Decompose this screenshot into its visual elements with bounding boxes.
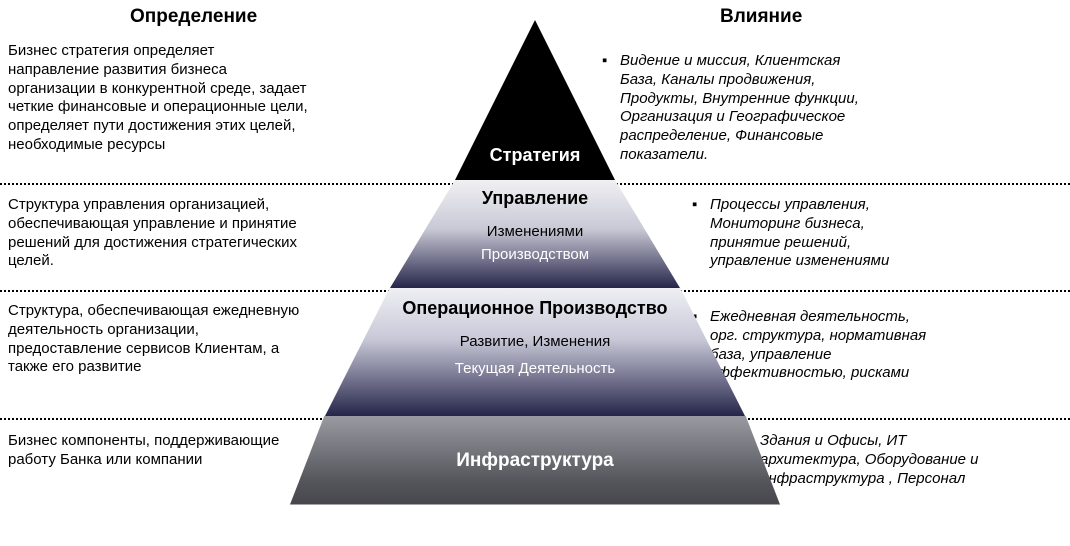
influence-tier4: ▪ Здания и Офисы, ИТ архитектура, Оборуд… — [760, 432, 980, 488]
pyramid: Стратегия Управление Изменениями Произво… — [290, 20, 780, 540]
pyramid-tier-operations: Операционное Производство Развитие, Изме… — [325, 288, 745, 416]
definition-tier4: Бизнес компоненты, поддерживающие работу… — [8, 432, 308, 470]
tier3-sub1: Развитие, Изменения — [325, 333, 745, 350]
definition-tier1: Бизнес стратегия определяет направление … — [8, 42, 308, 155]
pyramid-tier-strategy: Стратегия — [455, 20, 615, 180]
tier2-sub2: Производством — [390, 246, 680, 263]
definition-tier3: Структура, обеспечивающая ежедневную дея… — [8, 302, 308, 377]
tier2-title: Управление — [390, 180, 680, 209]
header-definition: Определение — [130, 6, 257, 28]
pyramid-tier-infrastructure: Инфраструктура — [290, 416, 780, 524]
tier3-title: Операционное Производство — [325, 288, 745, 319]
tier4-title: Инфраструктура — [456, 450, 614, 472]
pyramid-tier-management: Управление Изменениями Производством — [390, 180, 680, 288]
influence-text-4: Здания и Офисы, ИТ архитектура, Оборудов… — [760, 432, 979, 487]
tier1-title: Стратегия — [490, 145, 581, 166]
tier2-sub1: Изменениями — [390, 223, 680, 240]
definition-tier2: Структура управления организацией, обесп… — [8, 196, 308, 271]
tier3-sub2: Текущая Деятельность — [325, 360, 745, 377]
